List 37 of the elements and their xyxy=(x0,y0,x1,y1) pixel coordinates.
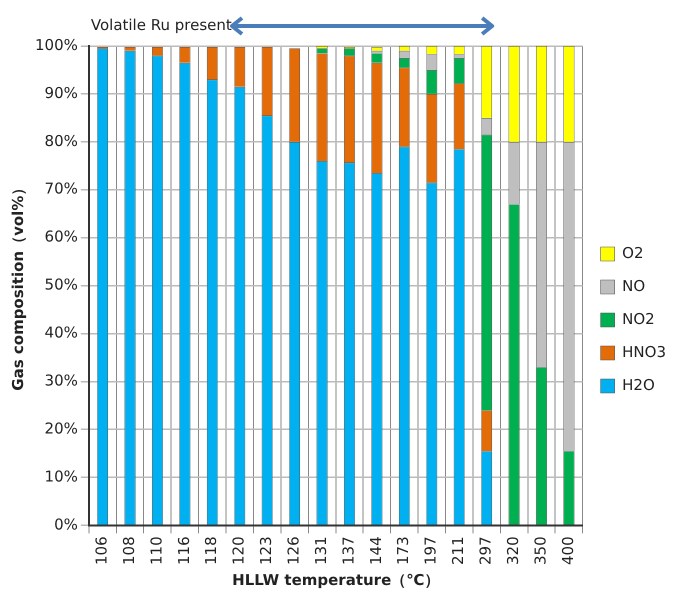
x-tick-label: 173 xyxy=(394,536,412,566)
y-axis-title: Gas composition（vol%） xyxy=(8,180,27,391)
y-tick-label: 90% xyxy=(44,84,78,102)
legend-label: NO xyxy=(622,276,646,295)
x-tick-label: 123 xyxy=(257,536,276,566)
x-tick-label: 297 xyxy=(476,536,495,566)
x-tick-label: 197 xyxy=(422,536,440,566)
y-tick-label: 60% xyxy=(44,228,78,246)
x-tick-label: 320 xyxy=(504,536,522,566)
y-tick-label: 30% xyxy=(44,371,78,390)
x-tick-label: 108 xyxy=(120,536,138,566)
x-tick-label: 211 xyxy=(449,536,468,566)
y-tick-label: 0% xyxy=(54,515,78,534)
y-tick-label: 50% xyxy=(44,276,78,294)
x-tick-label: 110 xyxy=(147,536,166,566)
x-tick-label: 144 xyxy=(366,536,385,566)
y-tick-label: 100% xyxy=(34,36,78,54)
x-tick-label: 106 xyxy=(92,536,110,566)
x-tick-label: 137 xyxy=(339,536,358,566)
legend-label: HNO3 xyxy=(622,342,666,361)
legend-label: H2O xyxy=(622,376,655,394)
x-tick-label: 131 xyxy=(312,536,330,566)
y-tick-label: 10% xyxy=(44,467,78,486)
y-tick-label: 40% xyxy=(44,324,78,342)
y-tick-label: 20% xyxy=(44,419,78,438)
x-axis-title: HLLW temperature（℃） xyxy=(232,570,440,589)
y-tick-label: 70% xyxy=(44,180,78,198)
x-tick-label: 126 xyxy=(284,536,303,566)
y-tick-label: 80% xyxy=(44,132,78,150)
legend-label: O2 xyxy=(622,244,644,262)
x-tick-label: 350 xyxy=(531,536,550,566)
x-tick-label: 116 xyxy=(174,536,193,566)
text: Volatile Ru present xyxy=(90,16,232,34)
x-tick-label: 120 xyxy=(230,536,248,566)
x-tick-label: 400 xyxy=(558,536,577,566)
legend-label: NO2 xyxy=(622,310,655,328)
x-tick-label: 118 xyxy=(202,536,220,566)
